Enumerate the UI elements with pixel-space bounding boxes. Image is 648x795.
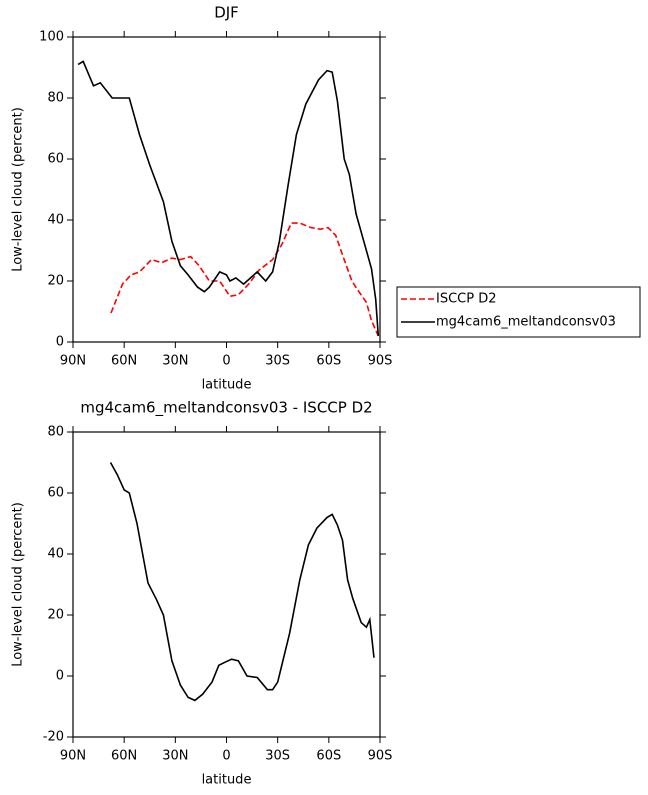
- x-tick-label: 30S: [265, 749, 290, 764]
- chart-title: DJF: [214, 4, 239, 22]
- y-tick-label: 20: [47, 274, 64, 289]
- x-tick-label: 30S: [265, 354, 290, 369]
- y-tick-label: 0: [56, 669, 64, 684]
- x-axis-label: latitude: [202, 378, 252, 393]
- x-axis-label: latitude: [202, 773, 252, 788]
- x-tick-label: 90N: [60, 749, 86, 764]
- data-line: [110, 222, 380, 337]
- x-tick-label: 90S: [368, 354, 393, 369]
- chart-title: mg4cam6_meltandconsv03 - ISCCP D2: [80, 399, 372, 418]
- data-line: [109, 462, 375, 702]
- data-line: [77, 60, 380, 336]
- x-tick-label: 60S: [316, 749, 341, 764]
- x-tick-label: 90N: [60, 354, 86, 369]
- y-tick-label: -20: [43, 730, 64, 745]
- y-tick-label: 60: [47, 152, 64, 167]
- y-axis-label: Low-level cloud (percent): [11, 107, 26, 272]
- legend-label: ISCCP D2: [436, 292, 497, 307]
- y-tick-label: 40: [47, 547, 64, 562]
- x-tick-label: 0: [222, 749, 230, 764]
- y-tick-label: 100: [39, 30, 64, 45]
- x-tick-label: 90S: [368, 749, 393, 764]
- x-tick-label: 60N: [111, 749, 137, 764]
- y-tick-label: 80: [47, 91, 64, 106]
- x-tick-label: 60S: [316, 354, 341, 369]
- y-tick-label: 60: [47, 486, 64, 501]
- y-tick-label: 20: [47, 608, 64, 623]
- y-tick-label: 80: [47, 425, 64, 440]
- x-tick-label: 30N: [162, 354, 188, 369]
- x-tick-label: 0: [222, 354, 230, 369]
- x-tick-label: 30N: [162, 749, 188, 764]
- y-tick-label: 40: [47, 213, 64, 228]
- x-tick-label: 60N: [111, 354, 137, 369]
- legend-label: mg4cam6_meltandconsv03: [436, 315, 616, 330]
- legend-box: [396, 286, 641, 338]
- y-tick-label: 0: [56, 335, 64, 350]
- y-axis-label: Low-level cloud (percent): [11, 502, 26, 667]
